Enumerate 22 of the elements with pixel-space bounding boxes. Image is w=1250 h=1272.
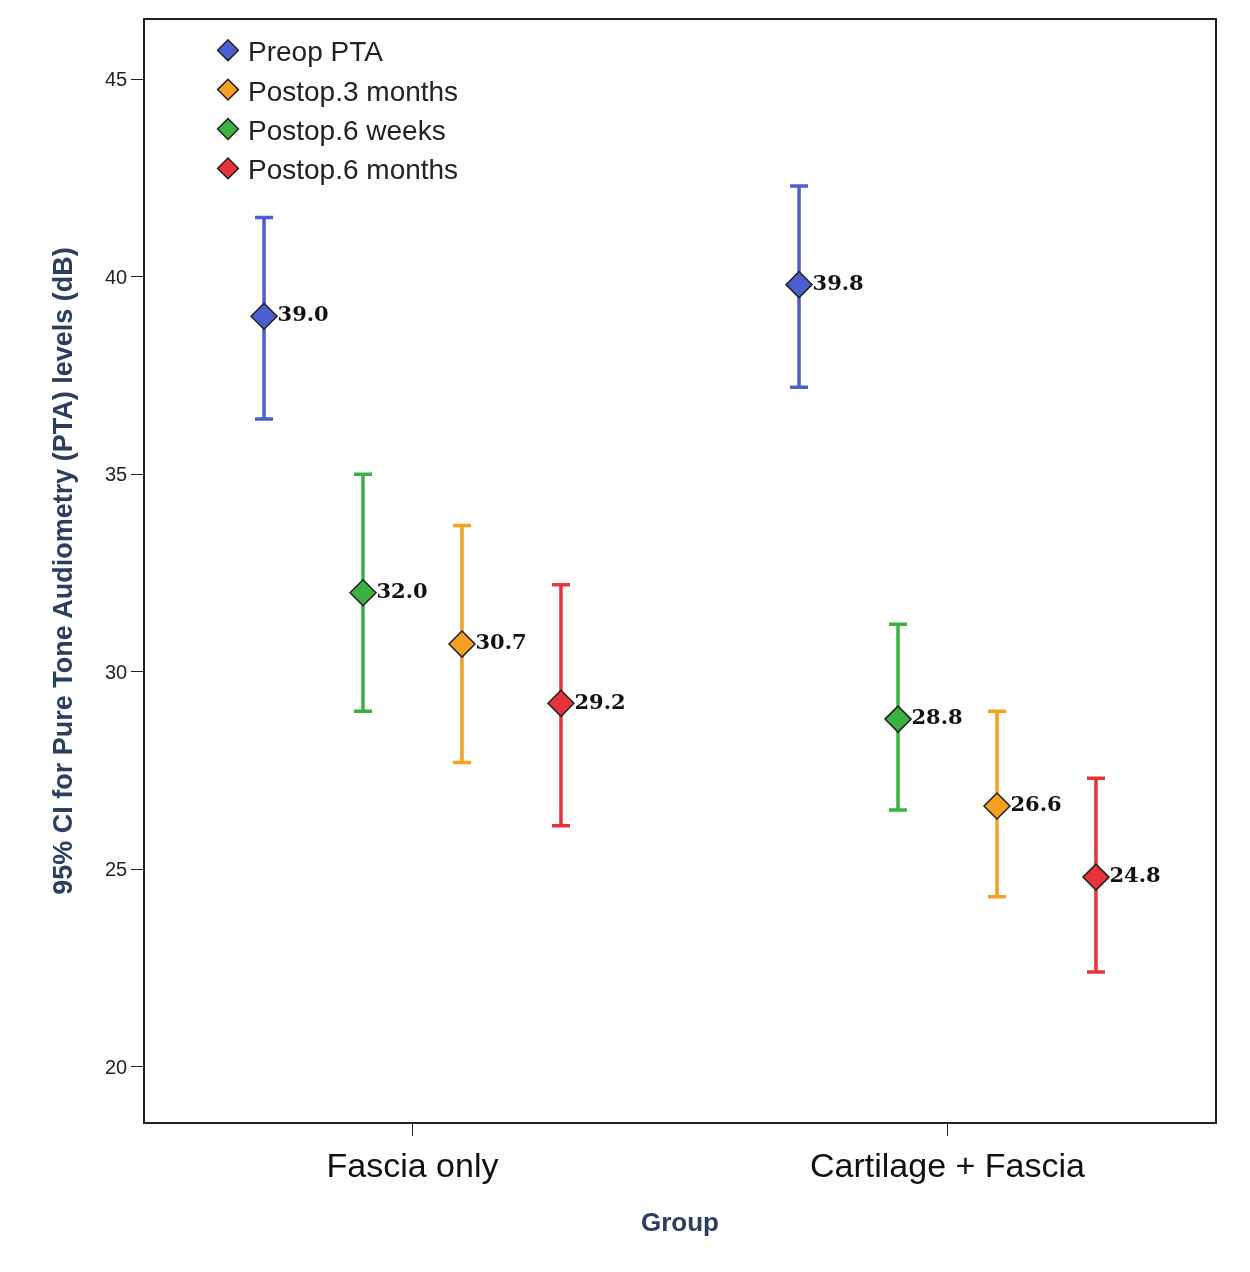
y-axis-title: 95% CI for Pure Tone Audiometry (PTA) levels (dB) xyxy=(47,247,78,895)
data-label: 39.8 xyxy=(812,269,864,295)
legend-label: Preop PTA xyxy=(248,36,384,68)
data-label: 26.6 xyxy=(1010,791,1062,817)
x-tick-label: Fascia only xyxy=(326,1145,499,1184)
legend-label: Postop.6 months xyxy=(248,154,459,186)
y-tick-label: 20 xyxy=(105,1055,128,1078)
data-label: 30.7 xyxy=(475,629,527,655)
data-label: 28.8 xyxy=(911,704,963,730)
y-tick-label: 30 xyxy=(105,660,128,683)
y-tick-label: 40 xyxy=(105,265,128,288)
data-label: 24.8 xyxy=(1109,862,1161,888)
legend-label: Postop.3 months xyxy=(248,75,459,107)
x-axis-title: Group xyxy=(641,1206,719,1237)
y-tick-label: 25 xyxy=(105,858,128,881)
data-label: 39.0 xyxy=(277,301,329,327)
x-tick-label: Cartilage + Fascia xyxy=(810,1145,1086,1184)
data-label: 29.2 xyxy=(574,688,626,714)
y-tick-label: 35 xyxy=(105,463,128,486)
y-tick-label: 45 xyxy=(105,68,128,91)
legend-label: Postop.6 weeks xyxy=(248,114,446,146)
data-label: 32.0 xyxy=(376,577,428,603)
